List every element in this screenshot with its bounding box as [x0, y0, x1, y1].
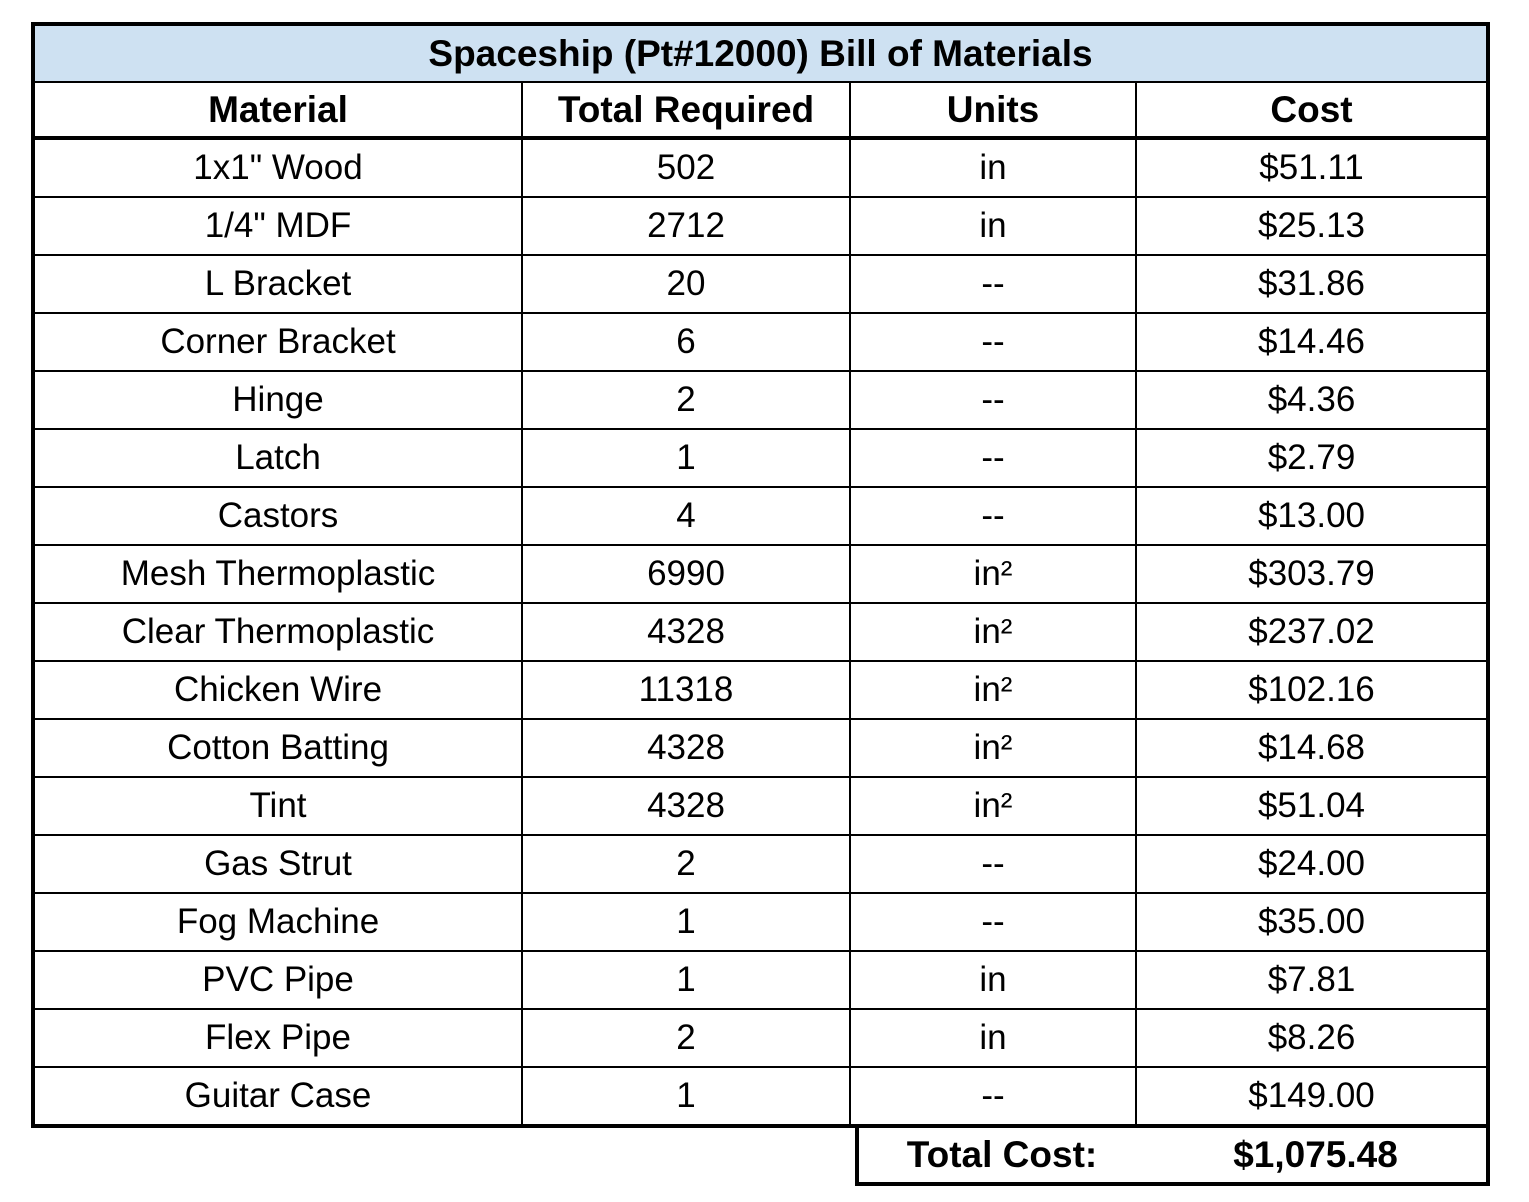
- cost-cell: $237.02: [1135, 602, 1489, 662]
- cost-cell: $13.00: [1135, 486, 1489, 546]
- total-required-cell: 1: [521, 950, 851, 1010]
- total-required-cell: 4328: [521, 718, 851, 778]
- units-cell: in²: [849, 544, 1137, 604]
- units-cell: --: [849, 370, 1137, 430]
- units-cell: in²: [849, 718, 1137, 778]
- cost-cell: $14.46: [1135, 312, 1489, 372]
- material-cell: Tint: [32, 776, 523, 836]
- table-row: Clear Thermoplastic 4328 in² $237.02: [32, 602, 1489, 662]
- units-cell: --: [849, 254, 1137, 314]
- total-required-cell: 4328: [521, 602, 851, 662]
- total-required-cell: 2: [521, 834, 851, 894]
- units-cell: in²: [849, 776, 1137, 836]
- table-row: 1x1" Wood 502 in $51.11: [32, 137, 1489, 198]
- total-cost-value: $1,075.48: [1233, 1134, 1398, 1175]
- table-title: Spaceship (Pt#12000) Bill of Materials: [32, 23, 1489, 83]
- cost-cell: $51.11: [1135, 137, 1489, 198]
- column-header-units: Units: [849, 81, 1137, 140]
- bom-table: Spaceship (Pt#12000) Bill of Materials M…: [31, 22, 1490, 1128]
- table-row: Fog Machine 1 -- $35.00: [32, 892, 1489, 952]
- cost-cell: $25.13: [1135, 196, 1489, 256]
- table-row: Guitar Case 1 -- $149.00: [32, 1066, 1489, 1127]
- cost-cell: $51.04: [1135, 776, 1489, 836]
- total-required-cell: 4: [521, 486, 851, 546]
- total-required-cell: 1: [521, 892, 851, 952]
- units-cell: in: [849, 1008, 1137, 1068]
- material-cell: Flex Pipe: [32, 1008, 523, 1068]
- total-required-cell: 2712: [521, 196, 851, 256]
- units-cell: --: [849, 486, 1137, 546]
- table-row: Cotton Batting 4328 in² $14.68: [32, 718, 1489, 778]
- total-required-cell: 11318: [521, 660, 851, 720]
- table-row: PVC Pipe 1 in $7.81: [32, 950, 1489, 1010]
- material-cell: L Bracket: [32, 254, 523, 314]
- cost-cell: $102.16: [1135, 660, 1489, 720]
- cost-cell: $149.00: [1135, 1066, 1489, 1127]
- column-header-material: Material: [32, 81, 523, 140]
- column-header-cost: Cost: [1135, 81, 1489, 140]
- cost-cell: $303.79: [1135, 544, 1489, 604]
- header-row: Material Total Required Units Cost: [32, 81, 1489, 140]
- table-row: Mesh Thermoplastic 6990 in² $303.79: [32, 544, 1489, 604]
- cost-cell: $2.79: [1135, 428, 1489, 488]
- material-cell: 1/4" MDF: [32, 196, 523, 256]
- column-header-total-required: Total Required: [521, 81, 851, 140]
- material-cell: Fog Machine: [32, 892, 523, 952]
- material-cell: Guitar Case: [32, 1066, 523, 1127]
- total-required-cell: 1: [521, 428, 851, 488]
- total-required-cell: 2: [521, 370, 851, 430]
- material-cell: Chicken Wire: [32, 660, 523, 720]
- cost-cell: $7.81: [1135, 950, 1489, 1010]
- units-cell: --: [849, 312, 1137, 372]
- total-required-cell: 502: [521, 137, 851, 198]
- title-row: Spaceship (Pt#12000) Bill of Materials: [32, 23, 1489, 83]
- cost-cell: $4.36: [1135, 370, 1489, 430]
- total-cost-label: Total Cost:: [906, 1134, 1098, 1175]
- material-cell: Corner Bracket: [32, 312, 523, 372]
- total-cost-row: Total Cost: $1,075.48: [855, 1128, 1490, 1186]
- total-required-cell: 20: [521, 254, 851, 314]
- total-required-cell: 6: [521, 312, 851, 372]
- cost-cell: $35.00: [1135, 892, 1489, 952]
- material-cell: PVC Pipe: [32, 950, 523, 1010]
- table-row: Chicken Wire 11318 in² $102.16: [32, 660, 1489, 720]
- material-cell: Mesh Thermoplastic: [32, 544, 523, 604]
- table-row: Hinge 2 -- $4.36: [32, 370, 1489, 430]
- material-cell: Castors: [32, 486, 523, 546]
- units-cell: in: [849, 196, 1137, 256]
- cost-cell: $14.68: [1135, 718, 1489, 778]
- units-cell: --: [849, 428, 1137, 488]
- table-row: Latch 1 -- $2.79: [32, 428, 1489, 488]
- table-row: Corner Bracket 6 -- $14.46: [32, 312, 1489, 372]
- table-row: 1/4" MDF 2712 in $25.13: [32, 196, 1489, 256]
- cost-cell: $8.26: [1135, 1008, 1489, 1068]
- material-cell: Latch: [32, 428, 523, 488]
- table-row: Flex Pipe 2 in $8.26: [32, 1008, 1489, 1068]
- table-row: Gas Strut 2 -- $24.00: [32, 834, 1489, 894]
- cost-cell: $24.00: [1135, 834, 1489, 894]
- table-row: Tint 4328 in² $51.04: [32, 776, 1489, 836]
- units-cell: in: [849, 137, 1137, 198]
- table-body: 1x1" Wood 502 in $51.11 1/4" MDF 2712 in…: [32, 137, 1489, 1127]
- material-cell: 1x1" Wood: [32, 137, 523, 198]
- total-required-cell: 4328: [521, 776, 851, 836]
- material-cell: Clear Thermoplastic: [32, 602, 523, 662]
- units-cell: in²: [849, 660, 1137, 720]
- cost-cell: $31.86: [1135, 254, 1489, 314]
- units-cell: --: [849, 834, 1137, 894]
- material-cell: Gas Strut: [32, 834, 523, 894]
- units-cell: in: [849, 950, 1137, 1010]
- total-required-cell: 6990: [521, 544, 851, 604]
- total-required-cell: 1: [521, 1066, 851, 1127]
- total-required-cell: 2: [521, 1008, 851, 1068]
- units-cell: --: [849, 1066, 1137, 1127]
- table-row: Castors 4 -- $13.00: [32, 486, 1489, 546]
- bill-of-materials: Spaceship (Pt#12000) Bill of Materials M…: [31, 22, 1490, 1186]
- material-cell: Cotton Batting: [32, 718, 523, 778]
- table-row: L Bracket 20 -- $31.86: [32, 254, 1489, 314]
- units-cell: in²: [849, 602, 1137, 662]
- material-cell: Hinge: [32, 370, 523, 430]
- units-cell: --: [849, 892, 1137, 952]
